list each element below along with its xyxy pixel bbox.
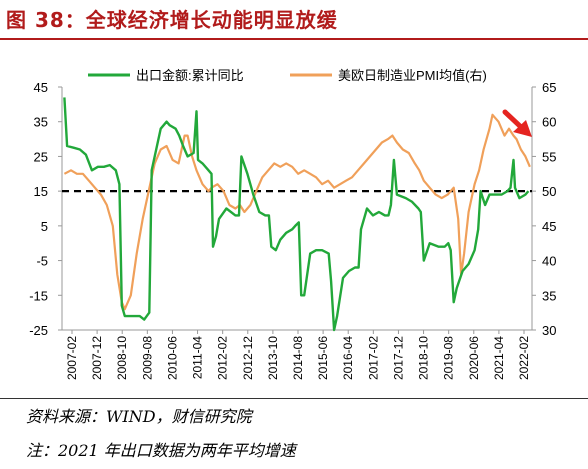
x-tick-label: 2016-04 <box>341 336 355 380</box>
x-tick-label: 2007-02 <box>65 336 79 380</box>
right-tick-label: 50 <box>542 184 556 199</box>
x-tick-label: 2020-06 <box>467 336 481 380</box>
right-tick-label: 55 <box>542 149 556 164</box>
left-tick-label: 35 <box>34 115 48 130</box>
legend-label-pmi: 美欧日制造业PMI均值(右) <box>338 68 487 83</box>
footer-rule <box>0 398 588 399</box>
figure-title: 图 38：全球经济增长动能明显放缓 <box>6 8 338 32</box>
series-pmi-line <box>63 113 531 311</box>
right-tick-label: 40 <box>542 254 556 269</box>
x-tick-label: 2022-02 <box>517 336 531 380</box>
x-tick-label: 2011-04 <box>191 336 205 379</box>
source-note: 资料来源：WIND，财信研究院 <box>26 407 252 426</box>
left-tick-label: 25 <box>34 149 48 164</box>
line-chart: 45 35 25 15 5 -5 -15 -25 65 60 55 50 45 40 35 30 2007-02… <box>29 68 556 380</box>
x-tick-label: 2021-04 <box>492 336 506 380</box>
legend: 出口金额:累计同比 美欧日制造业PMI均值(右) <box>88 68 487 83</box>
left-tick-label: -5 <box>36 254 48 269</box>
x-tick-label: 2010-06 <box>165 336 179 380</box>
right-tick-label: 45 <box>542 219 556 234</box>
x-tick-label: 2009-08 <box>140 336 154 380</box>
left-tick-label: -25 <box>29 323 48 338</box>
x-tick-label: 2012-02 <box>216 336 230 380</box>
red-arrow-icon <box>502 109 532 137</box>
right-tick-label: 60 <box>542 115 556 130</box>
right-tick-label: 35 <box>542 288 556 303</box>
left-tick-label: 15 <box>34 184 48 199</box>
title-rule <box>0 38 588 40</box>
x-tick-label: 2017-12 <box>391 336 405 380</box>
left-tick-label: 5 <box>41 219 48 234</box>
x-tick-label: 2018-10 <box>417 336 431 380</box>
x-tick-label: 2007-12 <box>90 336 104 380</box>
x-tick-label: 2012-12 <box>241 336 255 380</box>
x-tick-label: 2015-06 <box>316 336 330 380</box>
legend-label-export: 出口金额:累计同比 <box>136 68 244 83</box>
left-tick-label: -15 <box>29 288 48 303</box>
x-tick-label: 2017-02 <box>366 336 380 380</box>
series-export-line <box>63 97 530 332</box>
x-tick-label: 2013-10 <box>266 336 280 380</box>
x-tick-label: 2014-08 <box>291 336 305 380</box>
left-tick-label: 45 <box>34 80 48 95</box>
x-tick-label: 2008-10 <box>115 336 129 380</box>
right-tick-label: 65 <box>542 80 556 95</box>
right-tick-label: 30 <box>542 323 556 338</box>
footnote: 注：2021 年出口数据为两年平均增速 <box>26 441 296 460</box>
x-tick-label: 2019-08 <box>442 336 456 380</box>
